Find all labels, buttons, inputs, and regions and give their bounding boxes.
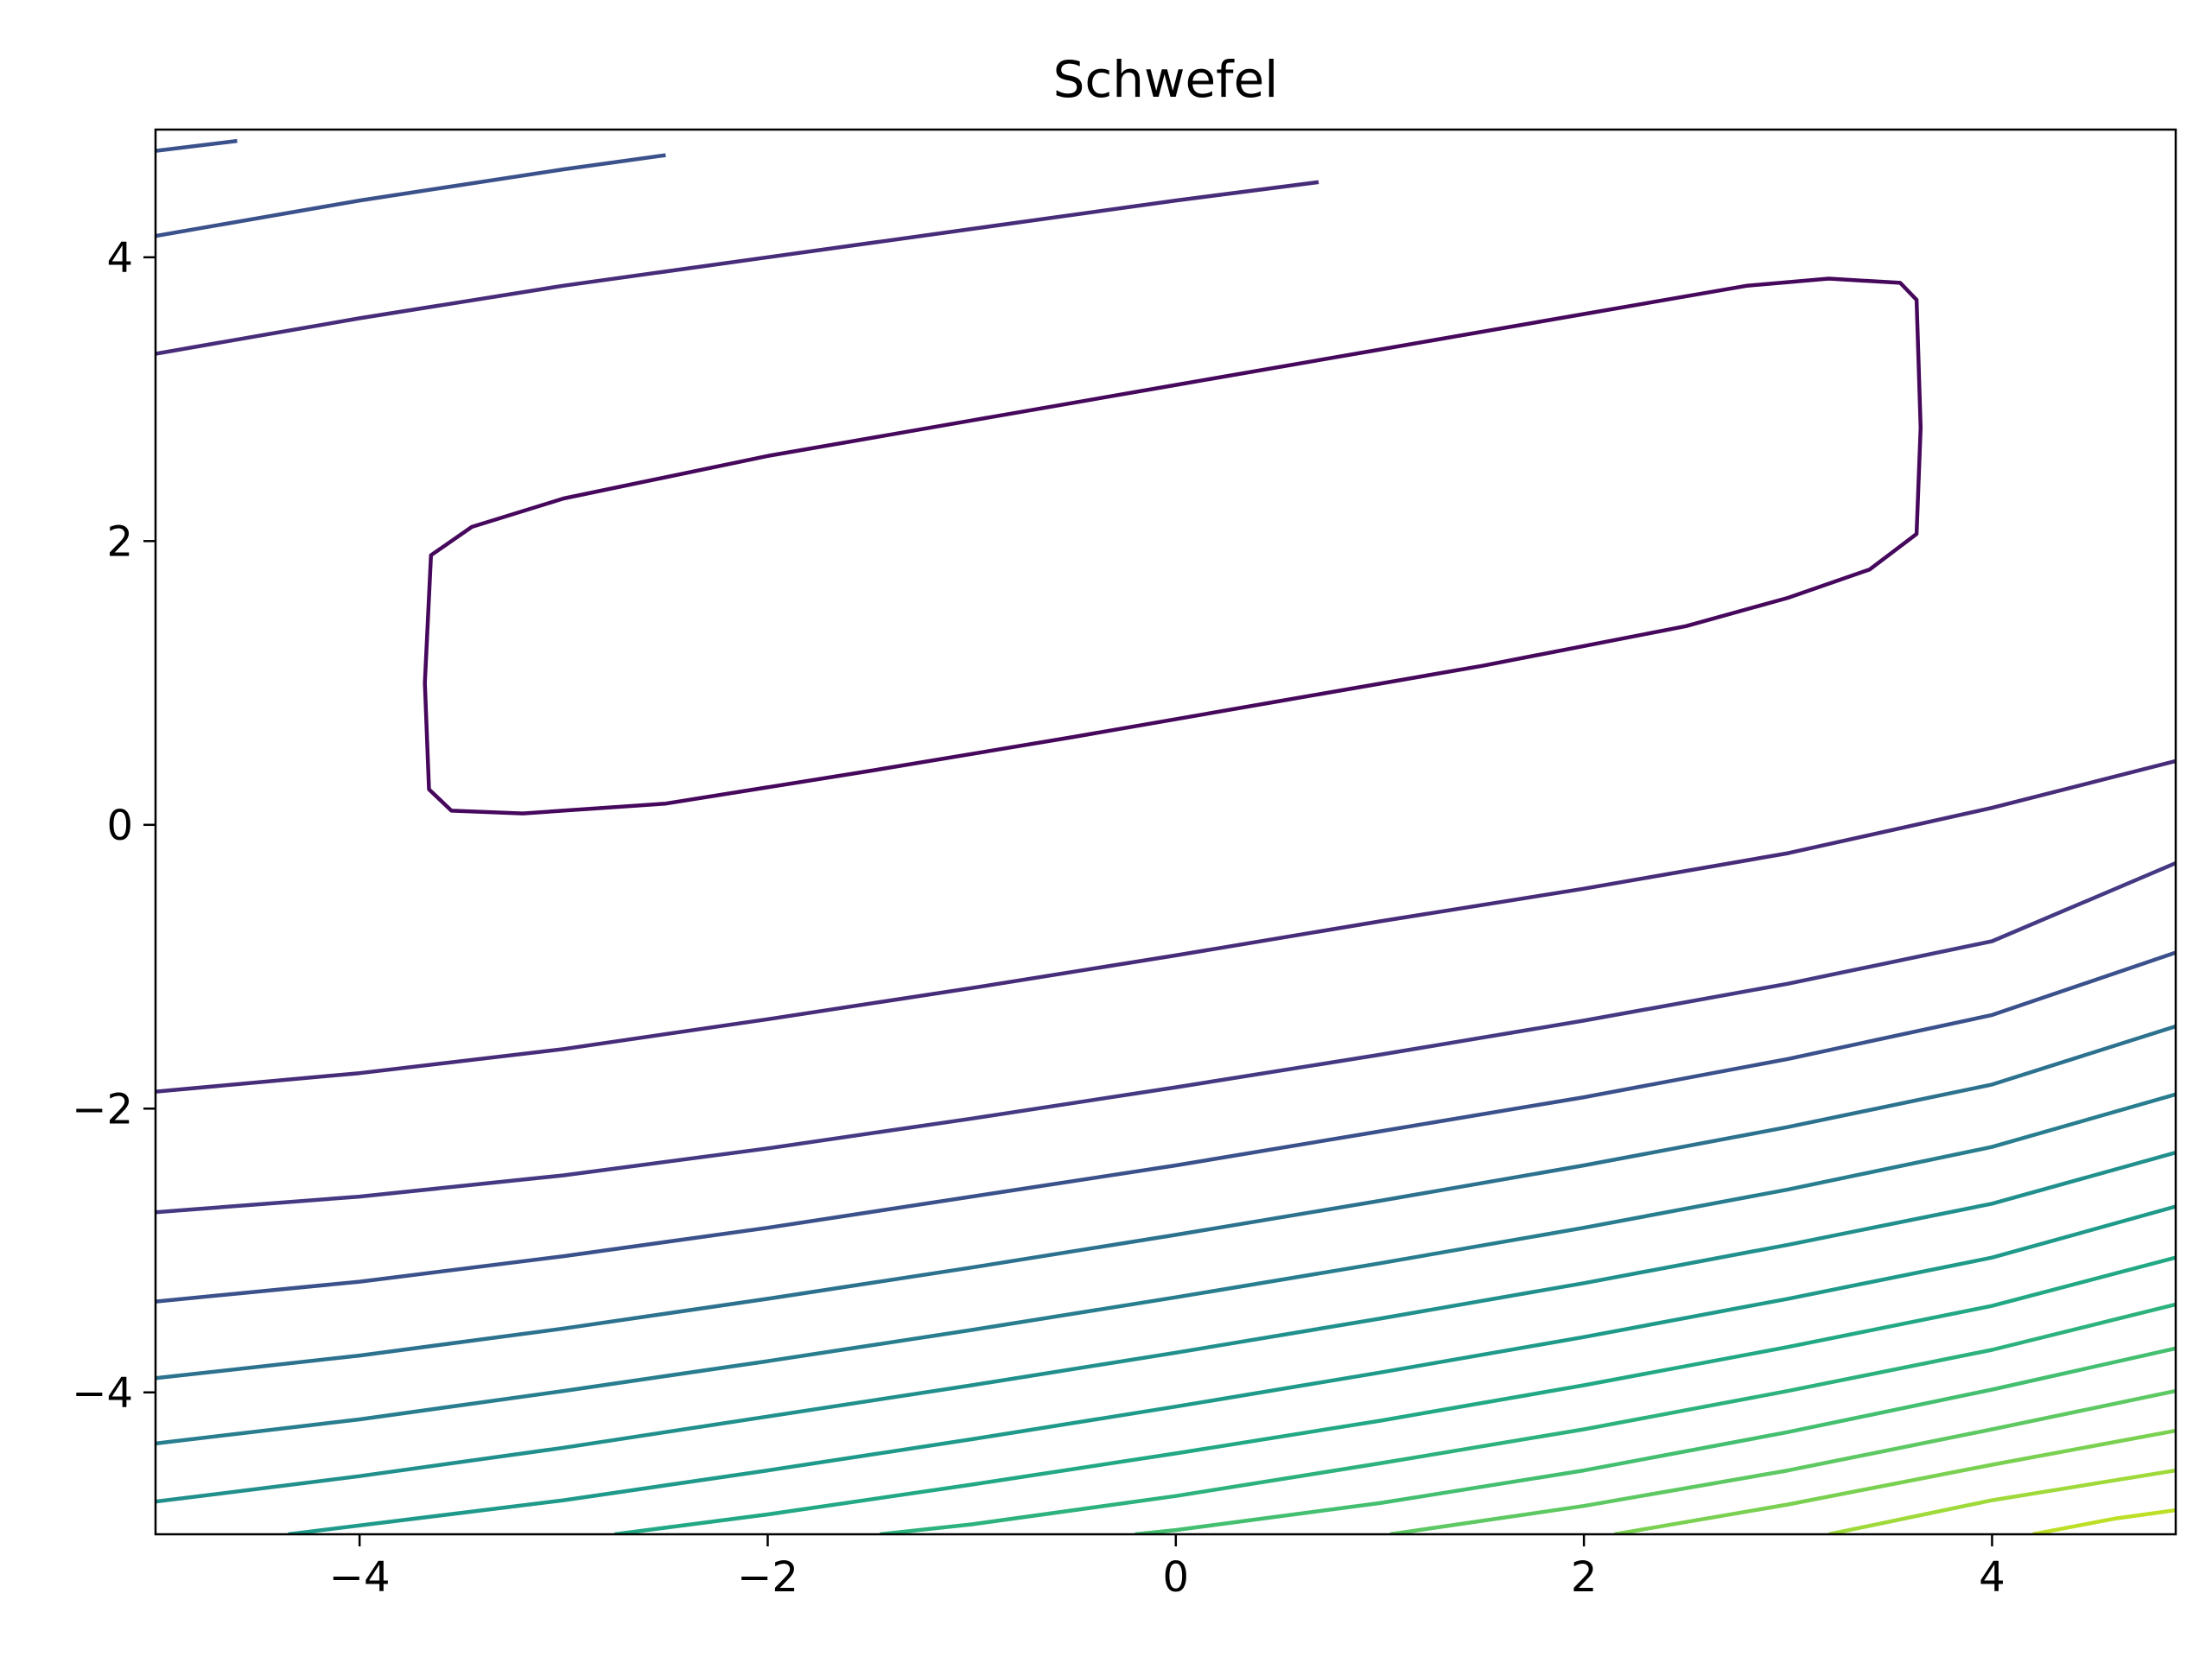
contour-line-11	[614, 1255, 2176, 1534]
contour-line-0	[423, 276, 1923, 816]
contour-line-10	[288, 1204, 2176, 1534]
contour-line-5	[156, 861, 2176, 1215]
contour-line-8	[156, 1092, 2176, 1446]
x-tick-label: 4	[1979, 1553, 2005, 1602]
contour-line-3	[156, 153, 666, 238]
contour-line-9	[156, 1151, 2176, 1504]
y-tick-label: 2	[106, 517, 133, 566]
x-tick-label: 0	[1163, 1553, 1190, 1602]
contour-line-16	[1828, 1468, 2176, 1534]
contour-line-4	[156, 138, 238, 153]
x-axis: −4 −2 0 2 4	[329, 1534, 2005, 1602]
contour-line-6	[156, 950, 2176, 1304]
contour-lines	[156, 138, 2176, 1534]
x-tick-label: −2	[737, 1553, 798, 1602]
contour-line-15	[1614, 1428, 2176, 1534]
chart-title: Schwefel	[1053, 50, 1279, 109]
contour-line-7	[156, 1024, 2176, 1381]
plot-frame	[154, 128, 2177, 1536]
contour-line-1	[156, 759, 2176, 1094]
y-axis: −4 −2 0 2 4	[72, 234, 156, 1418]
contour-line-2	[156, 180, 1319, 356]
y-tick-label: −2	[72, 1085, 133, 1133]
y-tick-label: 0	[106, 802, 133, 850]
contour-line-14	[1389, 1388, 2176, 1534]
x-tick-label: 2	[1571, 1553, 1598, 1602]
y-tick-label: −4	[72, 1369, 133, 1418]
contour-line-12	[880, 1302, 2176, 1534]
x-tick-label: −4	[329, 1553, 391, 1602]
contour-line-13	[1135, 1346, 2176, 1534]
y-tick-label: 4	[106, 234, 133, 282]
contour-line-17	[2032, 1507, 2176, 1534]
